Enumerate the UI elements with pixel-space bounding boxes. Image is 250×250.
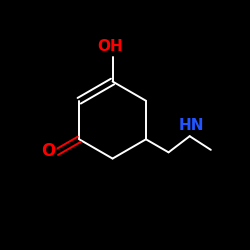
Text: OH: OH (97, 39, 123, 54)
Text: HN: HN (178, 118, 204, 133)
Text: O: O (42, 142, 56, 160)
